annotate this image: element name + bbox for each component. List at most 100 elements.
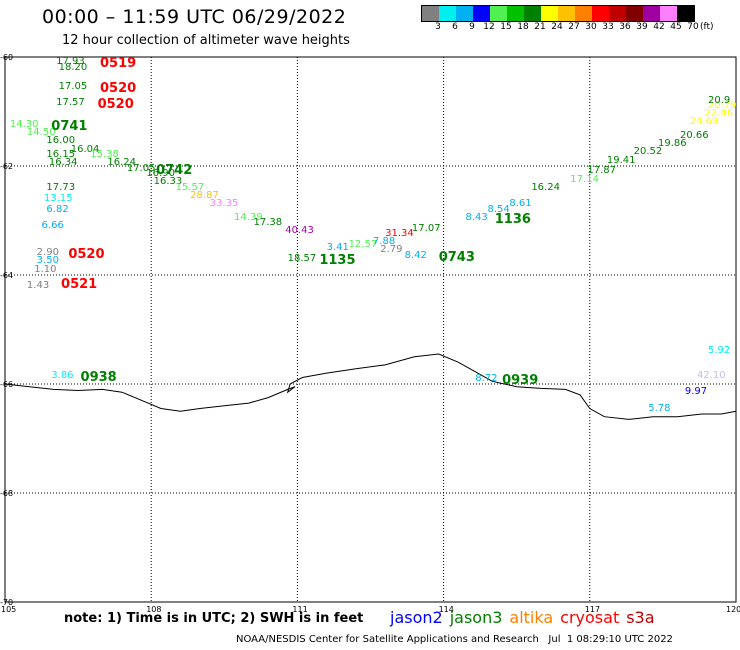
wave-height-value: 8.61 <box>509 198 532 210</box>
wave-height-value: 16.90 <box>146 168 175 180</box>
map-subtitle: 12 hour collection of altimeter wave hei… <box>62 33 350 48</box>
wave-height-value: 31.34 <box>385 228 414 240</box>
wave-height-value: 12.57 <box>348 239 378 251</box>
wave-height-value: 5.78 <box>648 402 671 414</box>
color-scale-tick: 9 <box>469 22 475 32</box>
wave-height-value: 22.46 <box>704 108 733 120</box>
wave-height-value: 1.10 <box>34 263 57 275</box>
color-scale-ticks: 3 6 9 12 15 18 21 24 27 30 33 36 39 42 45 70 <box>421 22 727 34</box>
credit-timestamp: Jul 1 08:29:10 UTC 2022 <box>548 634 673 645</box>
wave-height-value: 3.86 <box>51 369 74 381</box>
footnote: note: 1) Time is in UTC; 2) SWH is in fe… <box>64 611 364 626</box>
color-scale-tick: 21 <box>534 22 546 32</box>
legend-entry-jason2: jason2 <box>390 608 443 627</box>
color-swatch <box>626 6 643 21</box>
color-swatch <box>609 6 626 21</box>
credit-line: NOAA/NESDIS Center for Satellite Applica… <box>236 634 673 645</box>
wave-height-value: 16.24 <box>107 157 136 169</box>
longitude-tick-label: 105 <box>1 605 17 614</box>
pass-time-label: 0519 <box>100 56 137 72</box>
color-swatch <box>643 6 660 21</box>
color-scale-tick: 42 <box>653 22 665 32</box>
wave-height-value: 3.50 <box>36 255 59 267</box>
pass-time-label: 1135 <box>319 252 356 268</box>
color-scale-tick: 3 <box>435 22 441 32</box>
latitude-tick-label: -64 <box>0 271 14 280</box>
wave-height-value: 17.93 <box>56 56 85 68</box>
wave-height-value: 40.43 <box>285 225 314 237</box>
longitude-tick-label: 114 <box>438 605 454 614</box>
color-swatch <box>575 6 592 21</box>
satellite-legend: jason2 jason3 altika cryosat s3a <box>390 608 662 627</box>
wave-height-value: 14.30 <box>9 119 39 131</box>
color-scale-tick: 27 <box>568 22 580 32</box>
wave-height-value: 16.00 <box>46 135 76 147</box>
color-scale-tick: 70 <box>687 22 699 32</box>
wave-height-value: 33.35 <box>209 198 239 210</box>
color-scale-tick: 24 <box>551 22 563 32</box>
wave-height-value: 3.41 <box>326 241 349 253</box>
legend-entry-jason3: jason3 <box>449 608 503 627</box>
wave-height-value: 2.90 <box>36 247 59 259</box>
wave-height-value: 8.72 <box>475 372 498 384</box>
wave-height-value: 16.24 <box>531 181 560 193</box>
wave-height-value: 17.87 <box>587 165 616 177</box>
color-scale-tick: 36 <box>619 22 631 32</box>
wave-height-value: 6.66 <box>41 219 64 231</box>
wave-height-value: 17.07 <box>411 222 441 234</box>
wave-height-value: 24.69 <box>689 116 719 128</box>
pass-time-label: 0938 <box>80 369 117 385</box>
wave-height-value: 20.52 <box>633 146 663 158</box>
latitude-tick-label: -62 <box>0 162 14 171</box>
wave-height-value: 18.57 <box>287 252 317 264</box>
color-scale-bar <box>421 5 695 22</box>
color-swatch <box>524 6 541 21</box>
color-scale-tick: 39 <box>636 22 648 32</box>
color-swatch <box>660 6 677 21</box>
wave-height-value: 17.14 <box>570 173 599 185</box>
wave-height-value: 1.43 <box>26 279 50 291</box>
color-swatch <box>677 6 694 21</box>
pass-time-label: 0520 <box>97 97 134 113</box>
longitude-tick-label: 108 <box>146 605 162 614</box>
pass-time-label: 0521 <box>61 277 98 293</box>
wave-height-value: 20.66 <box>679 130 709 142</box>
wave-height-value: 28.87 <box>190 189 219 201</box>
pass-time-label: 0741 <box>51 119 88 135</box>
wave-height-value: 8.43 <box>465 211 488 223</box>
antarctic-coastline <box>4 353 737 420</box>
wave-height-value: 13.15 <box>43 192 73 204</box>
color-scale-tick: 12 <box>483 22 495 32</box>
pass-time-label: 0520 <box>68 247 105 263</box>
color-scale-tick: 6 <box>452 22 458 32</box>
longitude-tick-label: 111 <box>292 605 308 614</box>
longitude-tick-label: 120 <box>726 605 740 614</box>
wave-height-value: 17.57 <box>56 97 85 109</box>
wave-height-value: 17.73 <box>46 181 76 193</box>
wave-height-value: 16.15 <box>46 149 76 161</box>
legend-entry-cryosat: cryosat <box>560 608 620 627</box>
legend-entry-s3a: s3a <box>626 608 655 627</box>
wave-height-value: 14.39 <box>234 211 263 223</box>
pass-time-label: 0520 <box>100 80 137 96</box>
legend-entry-altika: altika <box>509 608 554 627</box>
color-swatch <box>422 6 439 21</box>
color-swatch <box>541 6 558 21</box>
color-scale-tick: 33 <box>602 22 614 32</box>
wave-height-value: 14.50 <box>26 127 56 139</box>
wave-height-value: 8.54 <box>487 203 510 215</box>
pass-time-label: 0743 <box>438 249 475 265</box>
longitude-tick-label: 117 <box>584 605 601 614</box>
latitude-tick-label: -68 <box>0 489 14 498</box>
map-title: 00:00 – 11:59 UTC 06/29/2022 <box>42 6 347 28</box>
color-scale-tick: 30 <box>585 22 597 32</box>
color-scale-tick: 18 <box>517 22 529 32</box>
wave-height-value: 16.04 <box>70 143 100 155</box>
wave-height-value: 16.33 <box>153 176 183 188</box>
wave-height-value: 19.41 <box>606 154 636 166</box>
map-frame <box>4 56 737 603</box>
color-swatch <box>490 6 507 21</box>
wave-height-value: 2.79 <box>380 244 403 256</box>
wave-height-value: 20.79 <box>708 100 737 112</box>
